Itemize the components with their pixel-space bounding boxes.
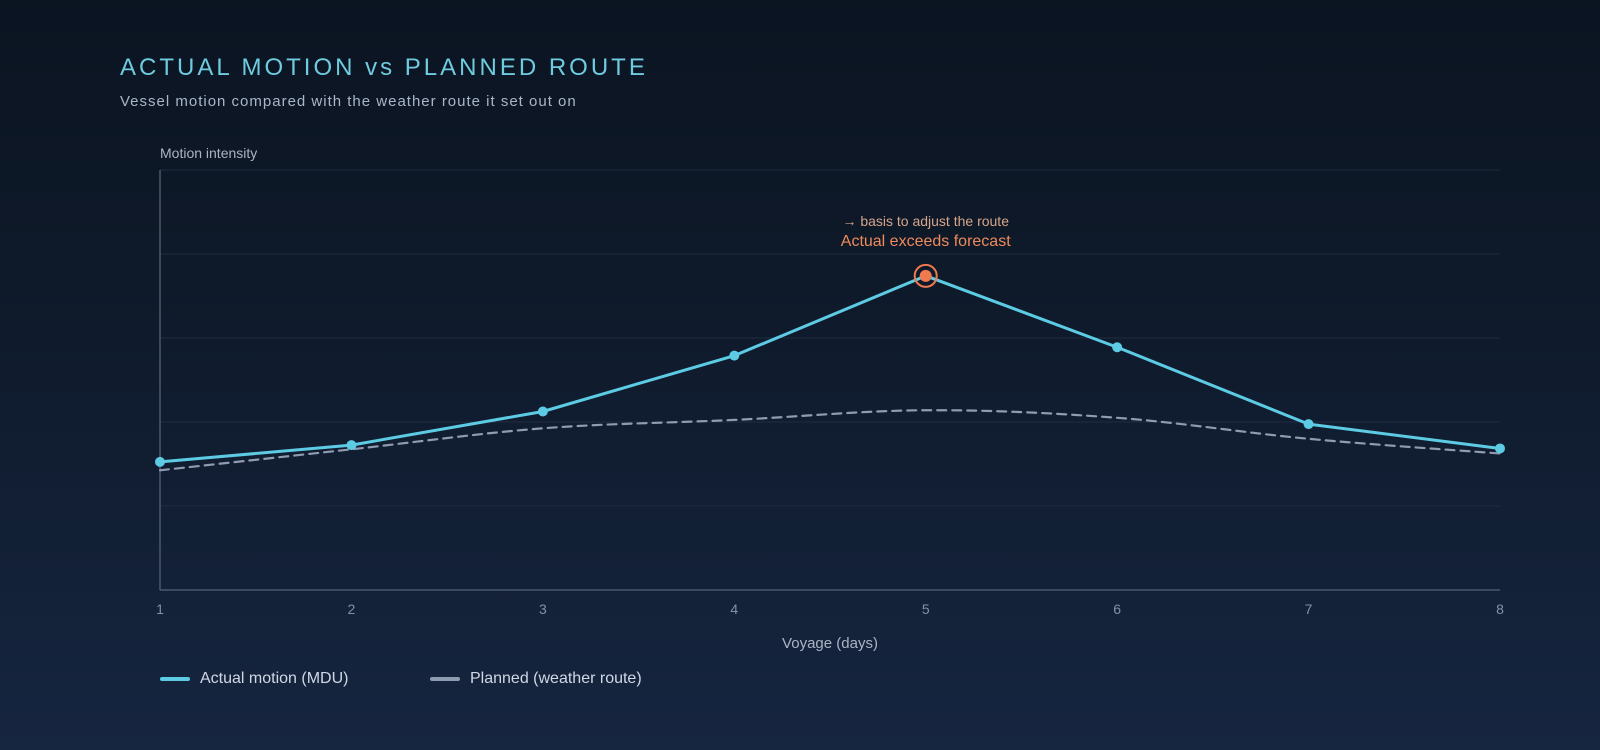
annotation-ring [913,263,938,288]
annotation: → basis to adjust the route Actual excee… [841,213,1011,288]
x-tick-label-1: 1 [156,601,164,617]
legend-swatch-actual [160,677,190,681]
x-tick-label-5: 5 [922,601,930,617]
legend-label-planned: Planned (weather route) [470,670,642,687]
x-tick-label-6: 6 [1113,601,1121,617]
data-point-actual-day-1 [155,456,165,467]
legend-swatch-planned [430,677,460,681]
chart-title: ACTUAL MOTION vs PLANNED ROUTE [120,54,648,81]
x-tick-label-8: 8 [1496,601,1504,617]
x-tick-label-2: 2 [348,601,356,617]
legend-label-actual: Actual motion (MDU) [200,670,349,687]
data-point-actual-day-2 [346,440,357,451]
y-axis-label: Motion intensity [160,145,257,161]
x-tick-label-4: 4 [730,601,738,617]
legend-item-planned: Planned (weather route) [430,669,642,689]
annotation-text: Actual exceeds forecast [841,233,1011,250]
series-lines [158,274,1502,472]
x-axis-label: Voyage (days) [782,635,878,652]
data-points [155,342,1505,467]
data-point-actual-day-3 [537,406,548,417]
chart-subtitle: Vessel motion compared with the weather … [120,93,577,110]
x-tick-labels: 1 2 3 4 5 6 7 8 [156,601,1504,617]
data-point-actual-day-7 [1303,419,1314,430]
series-line-actual [158,274,1502,464]
annotation-subtext: → basis to adjust the route [842,213,1009,229]
grid-lines [160,169,1500,507]
data-point-actual-day-6 [1112,342,1123,353]
data-point-actual-day-4 [729,350,740,361]
annotation-point [919,269,932,282]
x-tick-label-3: 3 [539,601,547,617]
legend-item-actual: Actual motion (MDU) [160,669,348,689]
data-point-actual-day-8 [1495,443,1505,454]
x-tick-label-7: 7 [1305,601,1313,617]
series-line-planned [158,409,1502,472]
